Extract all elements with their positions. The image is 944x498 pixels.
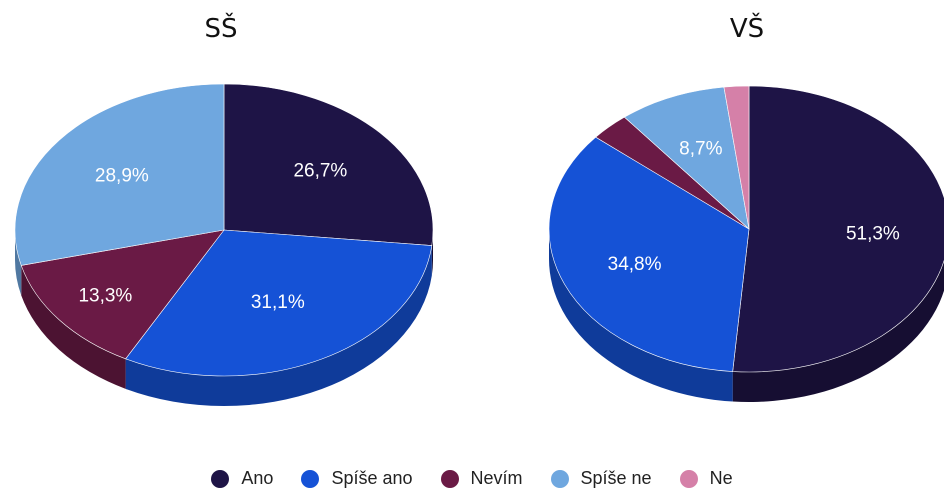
- pie-chart-vs: 51,3% 34,8% 8,7%: [548, 85, 944, 402]
- pie-ss-labels: 26,7% 31,1% 13,3% 28,9%: [78, 161, 347, 313]
- legend-marker: [679, 469, 698, 488]
- pie-side-spise-ano: [549, 229, 733, 402]
- legend-marker: [440, 469, 459, 488]
- pie-side-spise-ano: [125, 245, 432, 406]
- pie-slice-spise-ne[interactable]: [623, 86, 750, 230]
- data-label-spise-ano: 34,8%: [608, 254, 662, 275]
- pie-slice-ne[interactable]: [723, 85, 750, 230]
- data-label-spise-ano: 31,1%: [251, 292, 305, 313]
- pie-side-spise-ne: [15, 230, 22, 296]
- legend: Ano Spíše ano Nevím Spíše ne Ne: [0, 468, 944, 489]
- legend-label: Spíše ne: [580, 468, 652, 488]
- data-label-spise-ne: 28,9%: [95, 165, 149, 186]
- legend-marker: [211, 469, 230, 488]
- pie-vs-sides: [549, 229, 944, 402]
- data-label-nevim: 13,3%: [78, 286, 132, 307]
- pie-slice-ano[interactable]: [223, 83, 434, 246]
- data-label-spise-ne: 8,7%: [679, 138, 722, 159]
- pie-slice-nevim[interactable]: [20, 229, 225, 360]
- pie-vs-labels: 51,3% 34,8% 8,7%: [608, 138, 900, 275]
- pie-side-ano: [431, 230, 433, 276]
- legend-marker: [301, 469, 320, 488]
- pie-side-nevim: [21, 265, 126, 389]
- data-label-ano: 26,7%: [293, 161, 347, 182]
- legend-item-spise-ano[interactable]: Spíše ano: [301, 468, 413, 489]
- legend-item-spise-ne[interactable]: Spíše ne: [550, 468, 652, 489]
- pie-chart-ss: 26,7% 31,1% 13,3% 28,9%: [14, 83, 434, 406]
- legend-label: Nevím: [470, 468, 523, 488]
- legend-item-ano[interactable]: Ano: [211, 468, 273, 489]
- legend-item-nevim[interactable]: Nevím: [440, 468, 523, 489]
- pie-slice-spise-ne[interactable]: [14, 83, 225, 266]
- legend-marker: [550, 469, 569, 488]
- pie-slice-spise-ano[interactable]: [548, 136, 750, 372]
- pie-slice-spise-ano[interactable]: [125, 229, 433, 377]
- data-label-ano: 51,3%: [846, 224, 900, 245]
- chart-title-vs: VŠ: [729, 14, 765, 44]
- legend-label: Ano: [241, 468, 274, 488]
- pie-slice-ano[interactable]: [732, 85, 944, 373]
- pie-side-ano: [732, 260, 944, 402]
- pie-vs-slices: [548, 85, 944, 373]
- legend-label: Spíše ano: [331, 468, 413, 488]
- pie-ss-sides: [15, 230, 433, 406]
- chart-title-ss: SŠ: [204, 14, 238, 44]
- pie-ss-slices: [14, 83, 434, 377]
- legend-item-ne[interactable]: Ne: [679, 468, 733, 489]
- legend-label: Ne: [709, 468, 733, 488]
